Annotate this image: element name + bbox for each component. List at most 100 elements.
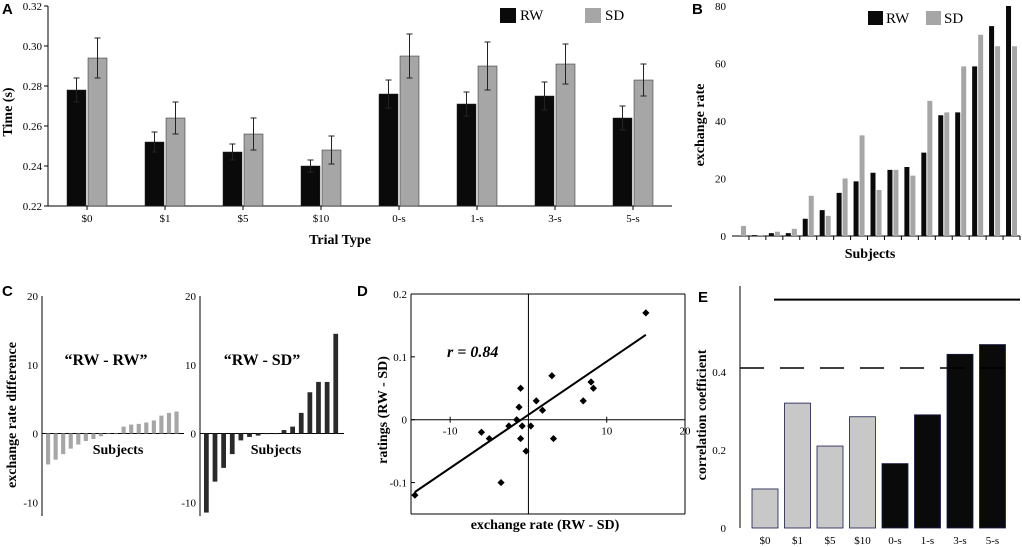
panel-e-xtick-label: $1 [792, 535, 803, 547]
panel-c-left-ytick-label: 0 [33, 429, 39, 441]
panel-b-bar-sd [791, 228, 797, 236]
panel-c-ylabel: exchange rate difference [5, 342, 20, 488]
panel-d-scatter-point [497, 478, 505, 487]
panel-d-chart: D ratings (RW - SD) exchange rate (RW - … [357, 283, 691, 533]
panel-c-label: C [2, 283, 13, 300]
panel-d-scatter-point [477, 428, 486, 436]
panel-e-bar [881, 463, 909, 529]
panel-b-ytick-label: 60 [715, 59, 727, 71]
panel-a-label: A [2, 1, 13, 18]
panel-c-right-ytick-label: 10 [185, 360, 197, 372]
panel-a-ytick-label: 0.30 [23, 41, 43, 53]
panel-d-scatter-point [411, 491, 419, 499]
panel-c-right-bar [229, 433, 235, 455]
panel-b-label: B [692, 1, 703, 18]
panel-c-right-bar [212, 433, 218, 482]
panel-d-r-annotation: r = 0.84 [447, 344, 498, 361]
panel-d-ytick-label: -0.1 [390, 478, 407, 490]
panel-e-bar [784, 402, 811, 529]
panel-b-bar-sd [876, 190, 882, 236]
panel-a-ytick-label: 0.26 [23, 121, 43, 133]
panel-c-left-bar [68, 433, 73, 449]
panel-a-chart: A Time (s) Trial Type RW SD 0.22 0.24 0.26… [1, 1, 672, 248]
panel-a-legend-rw-label: RW [520, 8, 544, 24]
panel-b-bar-rw [870, 172, 876, 236]
panel-d-xtick-label: 10 [601, 426, 613, 438]
panel-d-scatter-point [505, 422, 513, 430]
panel-e-ytick-label: 0.2 [712, 445, 726, 457]
panel-b-ytick-label: 80 [715, 1, 727, 13]
panel-c-right-bar [264, 433, 270, 435]
panel-d-ytick-label: 0.1 [393, 352, 407, 364]
panel-c-right-bar [290, 426, 295, 434]
panel-a-xtick-label: 3-s [548, 213, 561, 225]
panel-b-legend-sd-label: SD [944, 11, 963, 27]
panel-c-left-bar [144, 422, 149, 434]
panel-c-right-bar [238, 433, 244, 441]
panel-e-bar [914, 414, 941, 529]
panel-d-scatter-point [527, 422, 535, 430]
panel-c-left-bar [129, 424, 134, 434]
panel-d-scatter-point [517, 384, 525, 392]
panel-e-xtick-label: 3-s [953, 535, 966, 547]
panel-c-left-bar [53, 433, 58, 460]
panel-e-chart: E correlation coefficient 0 0.2 0.4 $0 $1 $5 $… [695, 286, 1020, 547]
panel-e-ytick-label: 0.4 [712, 367, 726, 379]
panel-b-bar-rw [904, 167, 910, 236]
panel-a-bar-rw [378, 93, 399, 207]
panel-d-scatter-point [579, 397, 587, 405]
panel-a-legend-rw-swatch [500, 8, 516, 23]
panel-b-xlabel: Subjects [845, 247, 896, 262]
panel-a-xtick-label: 0-s [392, 213, 405, 225]
panel-a-xtick-label: 1-s [470, 213, 483, 225]
panel-d-scatter-point [548, 372, 556, 380]
panel-e-bar [979, 344, 1006, 529]
panel-b-bar-rw [938, 115, 944, 236]
panel-c-left-bar [136, 423, 141, 434]
panel-c-left-bar [98, 433, 104, 437]
panel-c-left-bar [91, 433, 96, 439]
panel-b-ylabel: exchange rate [693, 84, 708, 167]
panel-a-ytick-label: 0.24 [23, 161, 43, 173]
panel-d-scatter-point [642, 309, 650, 317]
panel-c-right-bar [281, 430, 287, 434]
panel-a-xtick-label: $0 [82, 213, 94, 225]
panel-c-left-bar [159, 415, 164, 434]
panel-c-right-xlabel: Subjects [251, 443, 302, 458]
panel-a-xtick-label: $1 [160, 213, 171, 225]
panel-a-bar-sd [555, 63, 576, 207]
panel-d-xtick-label: -10 [443, 426, 458, 438]
panel-a-bar-rw [66, 89, 87, 207]
panel-b-bar-sd [893, 169, 899, 236]
panel-b-bar-sd [774, 231, 780, 236]
panel-c-right-annotation: “RW - SD” [224, 352, 300, 369]
panel-c-right-bar [298, 412, 304, 434]
panel-b-bar-rw [751, 235, 757, 236]
panel-c-right-bar [273, 433, 278, 435]
panel-a-legend-sd-label: SD [605, 8, 624, 24]
panel-b-bar-sd [842, 178, 848, 236]
panel-a-ytick-label: 0.22 [23, 201, 42, 213]
panel-a-bar-sd [633, 79, 654, 207]
panel-e-xtick-label: $0 [760, 535, 772, 547]
panel-c-right-bar [333, 333, 339, 434]
panel-c-right-bar [221, 433, 226, 468]
panel-b-legend-rw-label: RW [886, 11, 910, 27]
panel-d-scatter-point [532, 397, 540, 405]
panel-b-bar-rw [768, 233, 774, 236]
panel-a-ytick-label: 0.32 [23, 1, 42, 13]
panel-b-bar-rw [819, 210, 825, 236]
panel-c-left-annotation: “RW - RW” [64, 352, 147, 369]
panel-c-left-bar [114, 433, 119, 435]
panel-d-xlabel: exchange rate (RW - SD) [471, 518, 620, 533]
panel-b-ytick-label: 20 [715, 174, 727, 186]
panel-b-bar-sd [944, 112, 950, 236]
panel-c-left-bar [83, 433, 88, 442]
panel-b-bar-rw [921, 152, 927, 236]
panel-b-chart: B exchange rate Subjects RW SD 0 20 40 60 80 [692, 1, 1021, 262]
panel-b-bar-sd [808, 195, 814, 236]
panel-b-bar-rw [785, 233, 791, 236]
panel-e-bar [849, 416, 876, 529]
panel-e-label: E [698, 289, 708, 306]
panel-a-bar-rw [534, 95, 555, 207]
